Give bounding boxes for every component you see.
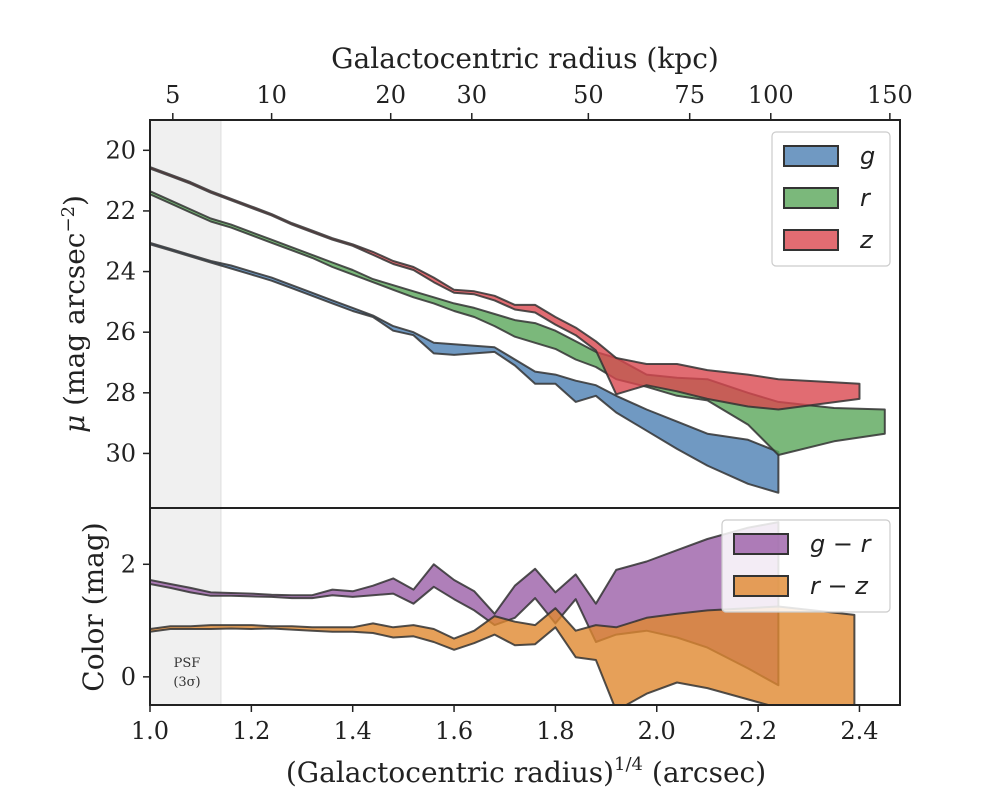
band-color-rz <box>150 605 856 705</box>
top-xtick-label-50: 50 <box>573 81 604 109</box>
top-xtick-label-30: 30 <box>457 81 488 109</box>
top-xtick-label-100: 100 <box>748 81 794 109</box>
x-title-part2: (arcsec) <box>643 756 766 789</box>
legend-layer: grz g − r r − z <box>721 131 891 613</box>
xtick-label-1.2: 1.2 <box>232 717 270 745</box>
band-mu-z <box>150 166 861 411</box>
xtick-label-1.0: 1.0 <box>131 717 169 745</box>
legend-swatch-g <box>783 145 839 167</box>
psf-label-line1: PSF <box>174 656 201 671</box>
ytick-label-color-0: 0 <box>121 663 136 691</box>
xtick-label-1.6: 1.6 <box>435 717 473 745</box>
top-xtick-label-10: 10 <box>256 81 287 109</box>
ytick-label-mu-22: 22 <box>105 197 136 225</box>
ytick-label-mu-26: 26 <box>105 318 136 346</box>
xtick-label-1.8: 1.8 <box>536 717 574 745</box>
ytick-label-mu-24: 24 <box>105 258 136 286</box>
top-xtick-label-5: 5 <box>165 81 180 109</box>
x-title-part1: (Galactocentric radius) <box>286 756 614 789</box>
legend-swatch-r <box>783 187 839 209</box>
psf-shaded-layer <box>150 120 222 705</box>
legend-label-r: r <box>860 184 872 212</box>
ytick-label-color-2: 2 <box>121 550 136 578</box>
legend-swatch-gr <box>733 533 789 555</box>
top-xtick-label-150: 150 <box>867 81 913 109</box>
axes-layer: 20 22 24 26 28 30 5 10 20 30 50 75 100 150 0 2 1.0 1.2 1.4… <box>105 81 912 745</box>
top-xtick-label-20: 20 <box>375 81 406 109</box>
ytick-label-mu-20: 20 <box>105 136 136 164</box>
legend-label-g: g <box>860 142 875 170</box>
top-xtick-label-75: 75 <box>674 81 705 109</box>
psf-label-line2: (3σ) <box>173 675 200 690</box>
series-group-mu <box>150 166 886 494</box>
legend-swatch-z <box>783 229 839 251</box>
y-axis-title-close: ) <box>58 195 91 206</box>
x-title-exponent: 1/4 <box>614 754 643 775</box>
frame-color <box>149 507 901 706</box>
y-axis-title-mu: μ <box>58 415 91 433</box>
xtick-label-2.4: 2.4 <box>840 717 878 745</box>
psf-shade-color <box>150 508 221 705</box>
y-axis-title-exponent: −2 <box>58 206 79 233</box>
legend-label-z: z <box>859 226 874 254</box>
xtick-label-2.2: 2.2 <box>739 717 777 745</box>
area-layer <box>150 166 886 705</box>
color-y-axis-title: Color (mag) <box>77 522 110 691</box>
legend-label-gr: g − r <box>810 530 873 558</box>
main-y-axis-title: μ (mag arcsec−2) <box>58 195 91 433</box>
series-group-color <box>150 521 856 705</box>
xtick-label-2.0: 2.0 <box>638 717 676 745</box>
y-axis-title-units: (mag arcsec <box>58 233 91 415</box>
psf-shade-mu <box>150 120 221 508</box>
ytick-label-mu-30: 30 <box>105 439 136 467</box>
ytick-label-mu-28: 28 <box>105 379 136 407</box>
legend-label-rz: r − z <box>810 572 869 600</box>
band-mu-g <box>150 241 780 494</box>
bottom-x-axis-title: (Galactocentric radius)1/4 (arcsec) <box>286 754 766 789</box>
xtick-label-1.4: 1.4 <box>334 717 372 745</box>
top-x-axis-title: Galactocentric radius (kpc) <box>331 42 719 75</box>
legend-swatch-rz <box>733 575 789 597</box>
